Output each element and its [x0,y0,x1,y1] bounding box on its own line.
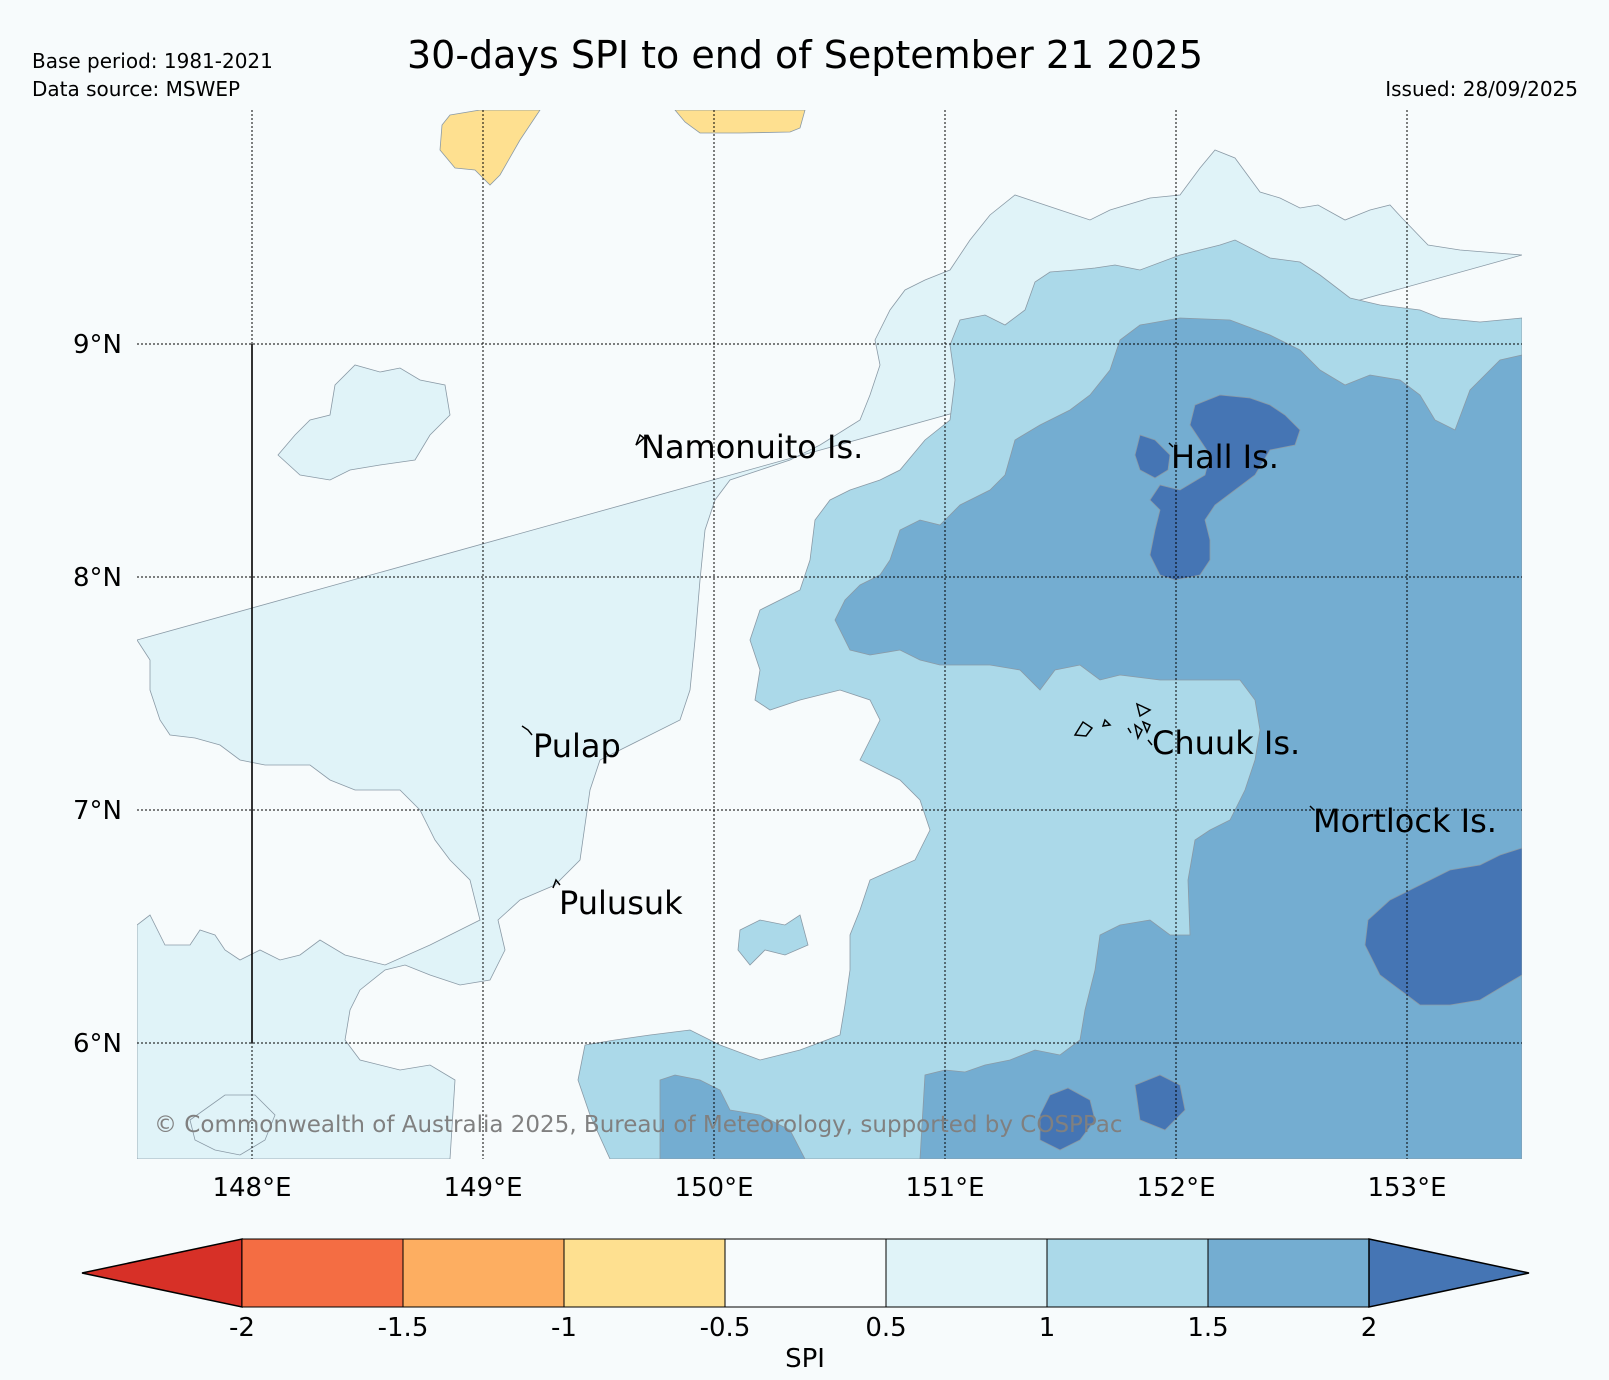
spi-band-above-2-south-b [1134,1074,1186,1131]
spi-band-0.5-1-patch-small [189,1094,276,1156]
spi-band-minus1-to-minus0.5-b [674,110,806,134]
colorbar-tick-7: 1.5 [1187,1313,1228,1343]
lon-label-149: 149°E [443,1173,522,1203]
colorbar-tick-1: -2 [229,1313,255,1343]
lon-label-148: 148°E [212,1173,291,1203]
lon-label-150: 150°E [674,1173,753,1203]
spi-band-above-2-hall-west [1134,434,1171,479]
map-area: Namonuito Is. Hall Is. Pulap Chuuk Is. M… [137,110,1522,1159]
colorbar-tick-3: -1 [551,1313,577,1343]
spi-band-1.5-2-south-patch [659,1074,806,1159]
colorbar-tick-2: -1.5 [378,1313,429,1343]
lat-label-6: 6°N [73,1029,122,1059]
island-pulusuk [552,878,561,889]
label-namonuito: Namonuito Is. [641,428,863,466]
spi-band-above-2-hall [1149,394,1301,581]
lon-label-153: 153°E [1367,1173,1446,1203]
lat-label-7: 7°N [73,796,122,826]
map-title: 30-days SPI to end of September 21 2025 [407,33,1203,77]
label-mortlock: Mortlock Is. [1313,802,1497,840]
label-pulusuk: Pulusuk [559,884,683,922]
colorbar-extend-low [81,1238,243,1308]
island-pulap [521,725,533,736]
lon-label-151: 151°E [905,1173,984,1203]
colorbar-tick-8: 2 [1361,1313,1378,1343]
lat-label-8: 8°N [73,563,122,593]
colorbar-segment-2 [402,1238,565,1308]
lon-label-152: 152°E [1136,1173,1215,1203]
issued-date-text: Issued: 28/09/2025 [1385,77,1578,101]
lat-label-9: 9°N [73,330,122,360]
colorbar-tick-5: 0.5 [865,1313,906,1343]
label-chuuk: Chuuk Is. [1152,724,1300,762]
spi-band-0.5-1-patch [277,364,451,481]
colorbar-segment-4 [724,1238,887,1308]
colorbar-segment-7 [1207,1238,1370,1308]
colorbar-segment-6 [1046,1238,1209,1308]
label-pulap: Pulap [533,727,621,765]
colorbar-extend-high [1368,1238,1530,1308]
colorbar-segment-5 [885,1238,1048,1308]
island-mortlock [1309,805,1315,811]
colorbar-tick-4: -0.5 [700,1313,751,1343]
data-source-text: Data source: MSWEP [32,77,240,101]
colorbar-label: SPI [785,1344,825,1374]
island-chuuk-lagoon [1073,702,1153,746]
copyright-text: © Commonwealth of Australia 2025, Bureau… [154,1112,1123,1138]
islands [521,433,1315,889]
colorbar-segment-1 [241,1238,404,1308]
colorbar-tick-6: 1 [1039,1313,1056,1343]
colorbar-segment-3 [563,1238,726,1308]
island-namonuito [635,433,646,446]
spi-band-above-2-southeast [1364,847,1522,1006]
spi-band-1.5-2 [834,317,1522,1159]
island-hall [1168,442,1174,448]
label-hall: Hall Is. [1171,438,1279,476]
spi-band-above-2-south [1039,1087,1096,1151]
base-period-text: Base period: 1981-2021 [32,49,273,73]
colorbar: -2 -1.5 -1 -0.5 0.5 1 1.5 2 SPI [81,1238,1530,1374]
spi-band-minus1-to-minus0.5-a [439,110,541,186]
spi-band-1-1.5-patch [737,914,809,966]
